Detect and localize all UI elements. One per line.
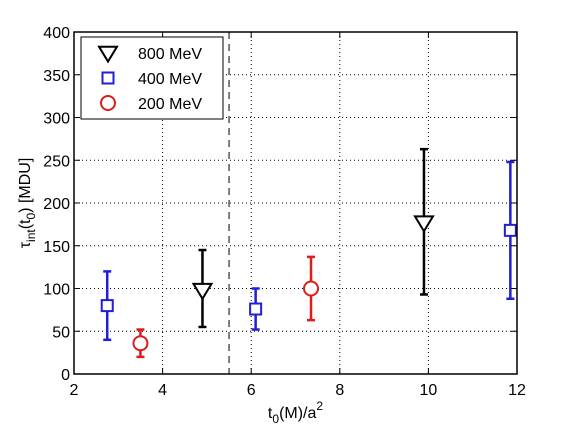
- y-tick-label-400: 400: [43, 25, 70, 42]
- marker-200-mev-0: [132, 335, 149, 352]
- marker-200-mev-1: [303, 280, 320, 297]
- y-tick-label-50: 50: [52, 324, 70, 341]
- marker-800-mev-0: [191, 282, 214, 301]
- legend-label-200-mev: 200 MeV: [138, 96, 202, 113]
- legend-marker-800-mev: [97, 45, 119, 64]
- marker-400-mev-0: [100, 299, 114, 313]
- y-tick-label-350: 350: [43, 68, 70, 85]
- legend: 800 MeV 400 MeV 200 MeV: [80, 36, 224, 120]
- y-tick-label-0: 0: [61, 367, 70, 384]
- y-tick-labels: 0 50 100 150 200 250 300 350 400: [43, 25, 70, 384]
- legend-marker-400-mev: [101, 71, 115, 85]
- y-tick-label-100: 100: [43, 282, 70, 299]
- x-tick-label-4: 4: [158, 382, 167, 399]
- x-tick-label-6: 6: [247, 382, 256, 399]
- marker-400-mev-2: [503, 223, 517, 237]
- x-tick-label-12: 12: [508, 382, 526, 399]
- x-tick-label-2: 2: [70, 382, 79, 399]
- y-tick-label-250: 250: [43, 153, 70, 170]
- legend-label-800-mev: 800 MeV: [138, 46, 202, 63]
- y-tick-label-150: 150: [43, 239, 70, 256]
- legend-items: 800 MeV 400 MeV 200 MeV: [97, 45, 202, 113]
- error-bars: [103, 147, 515, 359]
- x-axis-title: t0(M)/a2: [268, 399, 323, 426]
- marker-800-mev-1: [413, 215, 435, 234]
- y-axis-title: τint(t0) [MDU]: [17, 158, 38, 249]
- y-tick-label-300: 300: [43, 111, 70, 128]
- data-markers: [100, 215, 517, 352]
- x-tick-label-10: 10: [420, 382, 438, 399]
- legend-marker-200-mev: [100, 95, 116, 111]
- x-tick-label-8: 8: [335, 382, 344, 399]
- marker-400-mev-1: [249, 302, 263, 316]
- legend-label-400-mev: 400 MeV: [138, 71, 202, 88]
- y-tick-label-200: 200: [43, 196, 70, 213]
- axis-ticks: [73, 31, 518, 375]
- x-tick-labels: 2 4 6 8 10 12: [70, 382, 526, 399]
